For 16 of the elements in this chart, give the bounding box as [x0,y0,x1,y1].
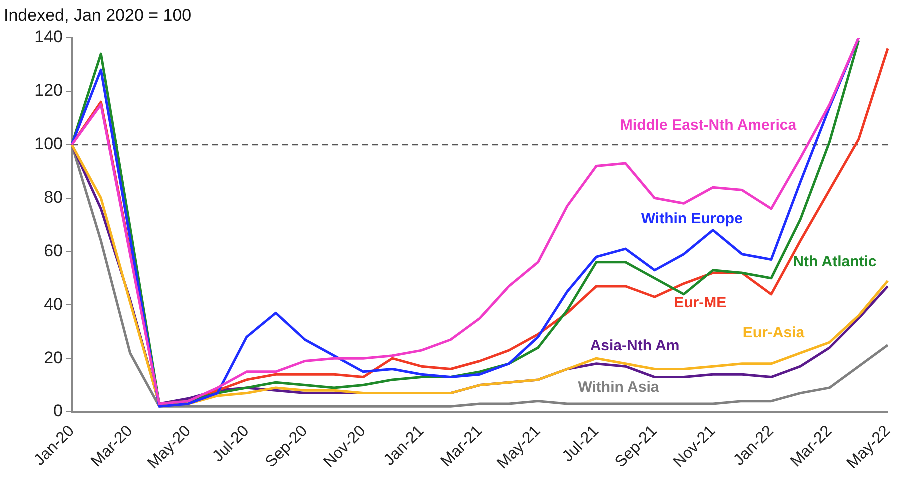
series-label: Nth Atlantic [793,254,877,271]
chart-title: Indexed, Jan 2020 = 100 [4,6,192,26]
series-label: Asia-Nth Am [590,338,680,355]
series-label: Within Asia [578,378,660,396]
y-tick-label: 140 [34,28,63,47]
series-label: Within Europe [641,210,743,228]
y-tick-label: 60 [44,241,63,260]
y-tick-label: 20 [44,348,63,368]
series-label: Eur-ME [674,294,727,312]
y-tick-label: 100 [34,134,63,154]
y-tick-label: 120 [34,81,63,100]
series-label: Eur-Asia [742,324,806,342]
y-tick-label: 80 [44,188,63,207]
series-label: Middle East-Nth America [620,117,798,134]
y-tick-label: 40 [44,294,63,314]
y-tick-label: 0 [54,402,63,421]
